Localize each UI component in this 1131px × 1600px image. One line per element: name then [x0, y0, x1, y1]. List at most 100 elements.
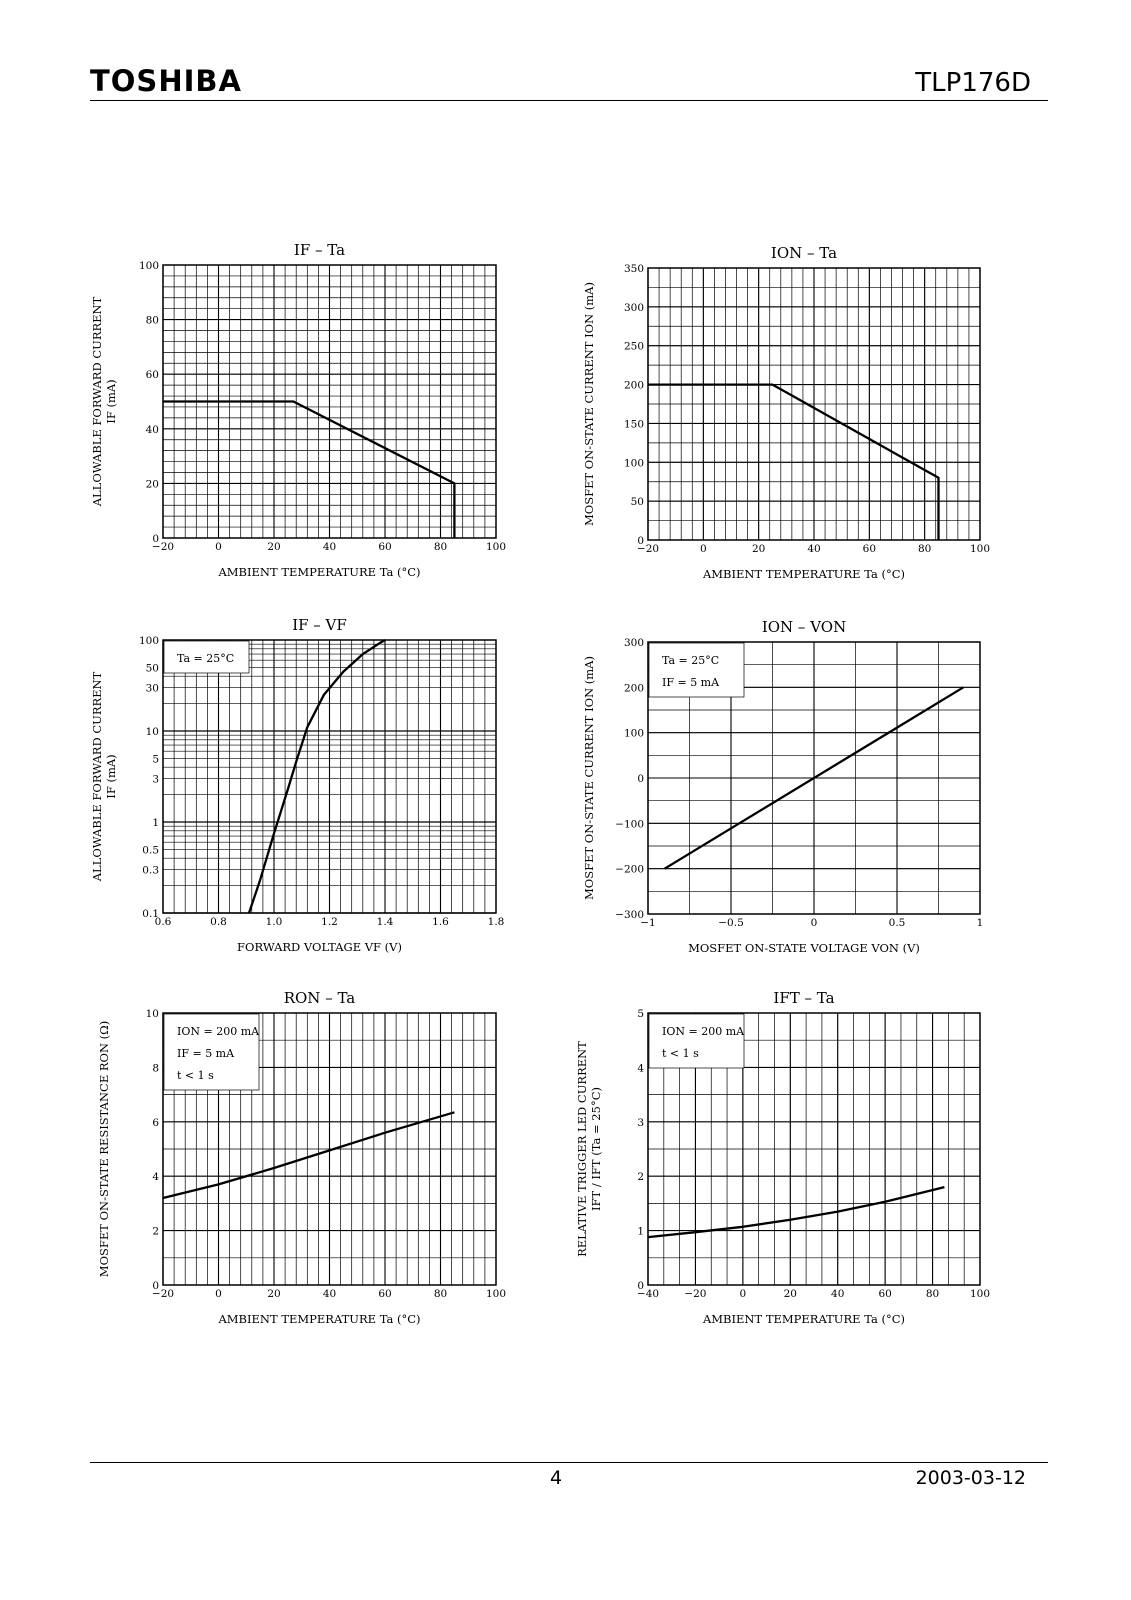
y-tick-label: 1	[637, 1226, 644, 1238]
y-tick-label: −100	[615, 818, 644, 830]
y-tick-label: 100	[624, 457, 644, 469]
annotation-text: ION = 200 mA	[177, 1025, 260, 1038]
y-tick-label: 300	[624, 637, 644, 649]
y-axis-label: ALLOWABLE FORWARD CURRENT	[90, 671, 104, 882]
y-tick-label: 80	[146, 315, 159, 327]
x-tick-label: 20	[784, 1288, 797, 1300]
y-tick-label: 350	[624, 263, 644, 275]
y-axis-label: MOSFET ON-STATE RESISTANCE RON (Ω)	[97, 1021, 111, 1277]
chart-ift-ta: −40 −20 0 20 40 60 80 100 0 1 2 3 4 5 IFT – Ta AMBIENT …	[575, 989, 990, 1326]
y-tick-label: 0.1	[142, 908, 159, 920]
y-tick-label: 3	[152, 774, 159, 786]
chart-ion-ta: −20 0 20 40 60 80 100050100150200250300350ION …	[582, 244, 990, 581]
x-tick-label: 0.8	[210, 916, 227, 928]
x-axis-label: MOSFET ON-STATE VOLTAGE VON (V)	[688, 941, 920, 955]
header-rule	[90, 100, 1048, 101]
x-tick-label: 0.6	[155, 916, 172, 928]
x-tick-label: 80	[434, 541, 447, 553]
x-tick-label: 1.0	[266, 916, 283, 928]
plot-frame	[647, 267, 981, 541]
x-tick-label: 80	[926, 1288, 939, 1300]
y-tick-label: 300	[624, 302, 644, 314]
y-axis-label: ALLOWABLE FORWARD CURRENT	[90, 296, 104, 507]
plot-frame	[647, 1012, 981, 1286]
x-tick-label: −20	[637, 543, 659, 555]
y-tick-label: 0	[152, 1280, 159, 1292]
x-axis-label: FORWARD VOLTAGE VF (V)	[237, 940, 402, 954]
x-tick-label: −0.5	[718, 917, 744, 929]
y-tick-label: 2	[637, 1171, 644, 1183]
annotation-text: Ta = 25°C	[662, 654, 719, 667]
y-tick-label: 250	[624, 341, 644, 353]
y-tick-label: 20	[146, 478, 159, 490]
x-tick-label: −40	[637, 1288, 659, 1300]
x-tick-label: −20	[152, 541, 174, 553]
x-tick-label: 1.6	[432, 916, 449, 928]
y-tick-label: −200	[615, 864, 644, 876]
y-tick-label: 100	[139, 635, 159, 647]
series-line	[162, 1111, 455, 1200]
footer-rule	[90, 1462, 1048, 1463]
brand-logo: TOSHIBA	[90, 64, 242, 98]
y-tick-label: 100	[624, 728, 644, 740]
y-tick-label: 200	[624, 682, 644, 694]
y-tick-label: 4	[152, 1171, 159, 1183]
y-tick-label: 10	[146, 726, 159, 738]
annotation-box	[648, 642, 745, 698]
y-tick-label: 4	[637, 1062, 644, 1074]
chart-title: IF – Ta	[294, 241, 345, 259]
y-axis-label: IFT / IFT (Ta = 25°C)	[589, 1087, 603, 1211]
y-tick-label: 150	[624, 418, 644, 430]
annotation-text: IF = 5 mA	[662, 676, 720, 689]
y-tick-label: 200	[624, 380, 644, 392]
y-tick-label: 0	[637, 535, 644, 547]
y-tick-label: 5	[152, 753, 159, 765]
y-tick-label: 0	[637, 773, 644, 785]
x-tick-label: 80	[434, 1288, 447, 1300]
y-tick-label: 100	[139, 260, 159, 272]
footer-date: 2003-03-12	[915, 1467, 1026, 1489]
x-tick-label: 1	[977, 917, 984, 929]
y-tick-label: 50	[631, 496, 644, 508]
x-tick-label: 1.2	[321, 916, 338, 928]
y-tick-label: 2	[152, 1226, 159, 1238]
x-tick-label: 1.8	[488, 916, 505, 928]
annotation-box	[163, 1013, 260, 1091]
y-axis-label: MOSFET ON-STATE CURRENT ION (mA)	[582, 282, 596, 526]
annotation-text: Ta = 25°C	[177, 652, 234, 665]
series-line	[163, 400, 456, 538]
chart-title: IF – VF	[292, 616, 347, 634]
x-tick-label: 60	[878, 1288, 891, 1300]
annotation-text: ION = 200 mA	[662, 1025, 745, 1038]
annotation-text: t < 1 s	[177, 1069, 214, 1082]
y-axis-label: RELATIVE TRIGGER LED CURRENT	[575, 1041, 589, 1257]
x-tick-label: 60	[378, 541, 391, 553]
chart-title: ION – Ta	[771, 244, 837, 262]
y-tick-label: 50	[146, 662, 159, 674]
x-tick-label: 40	[323, 541, 336, 553]
x-tick-label: 0	[740, 1288, 747, 1300]
x-tick-label: 80	[918, 543, 931, 555]
plot-frame	[162, 639, 497, 914]
y-tick-label: 40	[146, 424, 159, 436]
y-axis-label: IF (mA)	[104, 379, 118, 423]
x-tick-label: 0	[215, 541, 222, 553]
plot-frame	[647, 641, 981, 915]
x-tick-label: 40	[807, 543, 820, 555]
y-tick-label: 6	[152, 1117, 159, 1129]
part-number: TLP176D	[915, 68, 1031, 98]
y-tick-label: 0.3	[142, 865, 159, 877]
annotation-text: IF = 5 mA	[177, 1047, 235, 1060]
chart-title: RON – Ta	[284, 989, 356, 1007]
x-tick-label: −20	[152, 1288, 174, 1300]
series-line	[647, 1185, 945, 1239]
x-tick-label: 60	[863, 543, 876, 555]
x-tick-label: −1	[640, 917, 655, 929]
y-axis-label: MOSFET ON-STATE CURRENT ION (mA)	[582, 656, 596, 900]
chart-ion-von: −1 −0.5 0 0.5 1 −300 −200 −100 0 100 200 300 ION – V…	[582, 618, 983, 955]
x-tick-label: 100	[486, 1288, 506, 1300]
chart-if-vf: 0.6 0.8 1.0 1.2 1.4 1.6 1.8 0.1 0.3 0.5 1 3 5 10 30 50 1…	[90, 616, 504, 954]
x-tick-label: 20	[752, 543, 765, 555]
